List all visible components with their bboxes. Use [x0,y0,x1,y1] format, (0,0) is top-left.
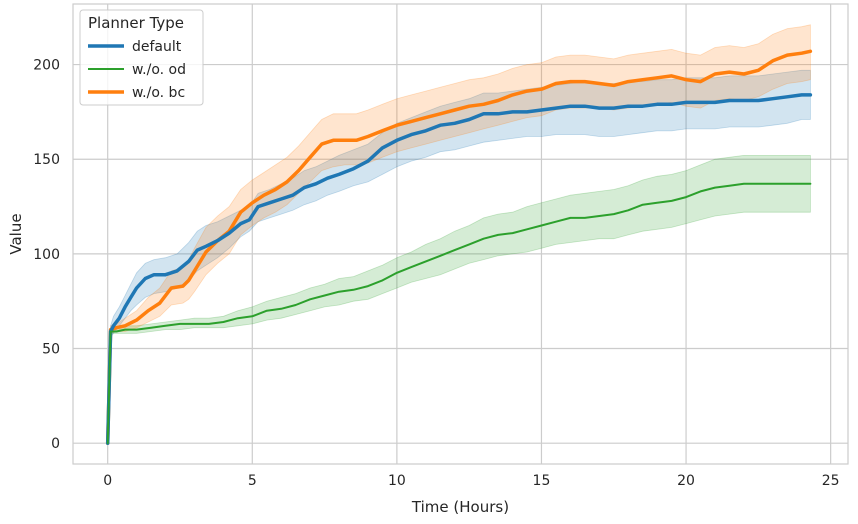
x-tick-label: 20 [677,473,695,489]
series-lines [105,49,813,445]
y-tick-label: 200 [33,58,60,74]
legend-items: default w./o. od w./o. bc [88,39,186,101]
confidence-bands [107,24,811,444]
legend-label: w./o. od [132,62,186,78]
x-tick-label: 0 [103,473,112,489]
x-tick-label: 10 [388,473,406,489]
legend-label: w./o. bc [132,85,185,101]
y-tick-label: 100 [33,247,60,263]
y-tick-label: 0 [51,436,60,452]
x-tick-label: 15 [533,473,551,489]
x-tick-label: 25 [822,473,840,489]
y-tick-label: 50 [42,342,60,358]
series-line-default [105,93,813,445]
band-w./o. od [107,155,811,444]
legend-box [79,9,204,106]
y-axis-label: Value [7,213,25,254]
x-axis-label: Time (Hours) [411,498,509,516]
legend-label: default [132,39,182,55]
legend-title: Planner Type [88,14,184,32]
tick-labels: 0 5 10 15 20 25 0 50 100 150 200 [33,58,839,489]
series-line-w./o. bc [105,49,813,445]
legend: Planner Type default w./o. od w./o. bc [79,9,204,106]
y-tick-label: 150 [33,152,60,168]
x-tick-label: 5 [248,473,257,489]
plot-frame [72,3,849,465]
series-line-w./o. od [106,182,812,445]
